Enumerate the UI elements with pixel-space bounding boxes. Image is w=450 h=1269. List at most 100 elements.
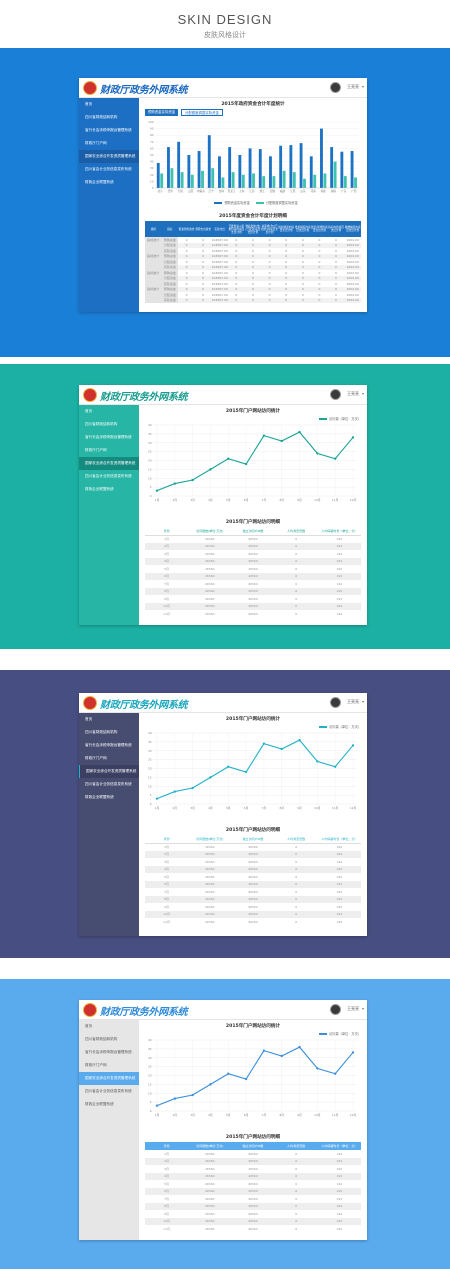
table-row[interactable]: 分配资金 0 0 104567.00 0 0 0 0 0 0 0 1004.00 [145, 292, 361, 298]
user-name[interactable]: 王亮亮 [347, 699, 359, 704]
data-point-4月[interactable] [209, 776, 212, 779]
table-row[interactable]: 实际资金 0 0 104567.00 0 0 0 0 0 0 0 1004.00 [145, 248, 361, 254]
sidebar-item-4[interactable]: 国家农业综合开发资质管理系统 [79, 457, 139, 470]
table-row[interactable]: 5月 46560 46560 6 190 [145, 565, 361, 573]
sidebar-item-5[interactable]: 四川省会计业务信息发布系统 [85, 167, 132, 171]
table-row[interactable]: 指标统计 预购资金 0 0 104567.00 0 0 0 0 0 0 0 1004.00 [145, 286, 361, 292]
table-row[interactable]: 11月 46560 46560 6 190 [145, 610, 361, 618]
data-point-11月[interactable] [333, 1072, 337, 1075]
data-point-9月[interactable] [298, 738, 301, 742]
toggle-adjusted-funds[interactable]: 分配额度调整实际资金 [181, 109, 223, 116]
table-row[interactable]: 6月 46560 46560 6 190 [145, 572, 361, 580]
table-row[interactable]: 5月 46560 46560 6 190 [145, 873, 361, 881]
table-row[interactable]: 8月 46560 46560 6 190 [145, 587, 361, 595]
table-row[interactable]: 4月 46560 46560 6 190 [145, 557, 361, 565]
table-row[interactable]: 3月 46560 46560 6 190 [145, 550, 361, 558]
table-row[interactable]: 8月 46560 46560 6 190 [145, 1202, 361, 1210]
sidebar-item-3[interactable]: 财政厅门户网 [85, 448, 107, 452]
table-row[interactable]: 指标统计 预购资金 0 0 104567.00 0 0 0 0 0 0 0 1004.00 [145, 270, 361, 276]
sidebar-item-3[interactable]: 财政厅门户网 [85, 756, 107, 760]
data-point-5月[interactable] [227, 765, 230, 768]
data-point-6月[interactable] [244, 462, 248, 466]
data-point-2月[interactable] [173, 790, 177, 793]
data-point-8月[interactable] [280, 1054, 283, 1058]
data-point-1月[interactable] [155, 1104, 159, 1107]
data-point-2月[interactable] [173, 1097, 177, 1100]
sidebar-item-0[interactable]: 首页 [85, 409, 93, 413]
sidebar-item-2[interactable]: 省行长会涉税申报台管理系统 [85, 435, 132, 439]
table-row[interactable]: 7月 46560 46560 6 190 [145, 1195, 361, 1203]
chevron-down-icon[interactable]: ▾ [361, 699, 364, 704]
data-point-7月[interactable] [262, 1049, 266, 1052]
sidebar-item-0[interactable]: 首页 [85, 717, 93, 721]
data-point-8月[interactable] [280, 747, 283, 751]
table-row[interactable]: 4月 46560 46560 6 190 [145, 865, 361, 873]
data-point-6月[interactable] [244, 770, 248, 774]
sidebar-item-4[interactable]: 国家农业综合开发资质管理系统 [79, 765, 139, 778]
sidebar-item-2[interactable]: 省行长会涉税申报台管理系统 [85, 1050, 132, 1054]
data-point-2月[interactable] [173, 482, 177, 485]
table-row[interactable]: 8月 46560 46560 6 190 [145, 895, 361, 903]
table-row[interactable]: 实际资金 0 0 104567.00 0 0 0 0 0 0 0 1004.00 [145, 297, 361, 303]
sidebar-item-1[interactable]: 四川省财政结转机构 [85, 730, 118, 734]
sidebar-item-0[interactable]: 首页 [85, 102, 93, 106]
toggle-actual-funds[interactable]: 预购资金实际资金 [145, 109, 179, 116]
table-row[interactable]: 指标统计 预购资金 0 0 104567.00 0 0 0 0 0 0 0 1004.00 [145, 237, 361, 243]
data-point-8月[interactable] [280, 439, 283, 443]
table-row[interactable]: 1月 46560 46560 6 190 [145, 843, 361, 851]
sidebar-item-6[interactable]: 财政企业联盟系统 [85, 795, 114, 799]
sidebar-item-3[interactable]: 财政厅门户网 [85, 141, 107, 145]
data-point-10月[interactable] [316, 760, 319, 763]
data-point-5月[interactable] [227, 457, 230, 460]
table-row[interactable]: 11月 46560 46560 6 190 [145, 1225, 361, 1233]
sidebar-item-6[interactable]: 财政企业联盟系统 [85, 180, 114, 184]
sidebar-item-6[interactable]: 财政企业联盟系统 [85, 1102, 114, 1106]
sidebar-item-0[interactable]: 首页 [85, 1024, 93, 1028]
table-row[interactable]: 7月 46560 46560 6 190 [145, 580, 361, 588]
table-row[interactable]: 2月 46560 46560 6 190 [145, 542, 361, 550]
table-row[interactable]: 6月 46560 46560 6 190 [145, 880, 361, 888]
data-point-7月[interactable] [262, 434, 266, 437]
table-row[interactable]: 1月 46560 46560 6 190 [145, 535, 361, 543]
table-row[interactable]: 10月 46560 46560 6 190 [145, 1217, 361, 1225]
table-row[interactable]: 分配资金 0 0 104567.00 0 0 0 0 0 0 0 1004.00 [145, 242, 361, 248]
data-point-6月[interactable] [244, 1077, 248, 1081]
chevron-down-icon[interactable]: ▾ [361, 1006, 364, 1011]
table-row[interactable]: 9月 46560 46560 6 190 [145, 595, 361, 603]
table-row[interactable]: 10月 46560 46560 6 190 [145, 910, 361, 918]
sidebar-item-5[interactable]: 四川省会计业务信息发布系统 [85, 474, 132, 478]
data-point-4月[interactable] [209, 468, 212, 471]
table-row[interactable]: 9月 46560 46560 6 190 [145, 1210, 361, 1218]
data-point-11月[interactable] [333, 765, 337, 768]
table-row[interactable]: 2月 46560 46560 6 190 [145, 850, 361, 858]
table-row[interactable]: 6月 46560 46560 6 190 [145, 1187, 361, 1195]
avatar[interactable] [330, 82, 341, 93]
sidebar-item-4[interactable]: 国家农业综合开发资质管理系统 [79, 1072, 139, 1085]
sidebar-item-1[interactable]: 四川省财政结转机构 [85, 115, 118, 119]
table-row[interactable]: 分配资金 0 0 104567.00 0 0 0 0 0 0 0 1004.00 [145, 275, 361, 281]
data-point-4月[interactable] [209, 1083, 212, 1086]
data-point-12月[interactable] [351, 744, 355, 747]
sidebar-item-3[interactable]: 财政厅门户网 [85, 1063, 107, 1067]
table-row[interactable]: 3月 46560 46560 6 190 [145, 858, 361, 866]
sidebar-item-2[interactable]: 省行长会涉税申报台管理系统 [85, 743, 132, 747]
data-point-9月[interactable] [298, 430, 301, 434]
chevron-down-icon[interactable]: ▾ [361, 84, 364, 89]
table-row[interactable]: 2月 46560 46560 6 190 [145, 1157, 361, 1165]
table-row[interactable]: 分配资金 0 0 104567.00 0 0 0 0 0 0 0 1004.00 [145, 259, 361, 265]
data-point-12月[interactable] [351, 1051, 355, 1054]
data-point-10月[interactable] [316, 452, 319, 455]
table-row[interactable]: 4月 46560 46560 6 190 [145, 1172, 361, 1180]
table-row[interactable]: 指标统计 预购资金 0 0 104567.00 0 0 0 0 0 0 0 1004.00 [145, 253, 361, 259]
table-row[interactable]: 5月 46560 46560 6 190 [145, 1180, 361, 1188]
sidebar-item-1[interactable]: 四川省财政结转机构 [85, 422, 118, 426]
data-point-1月[interactable] [155, 489, 159, 492]
table-row[interactable]: 1月 46560 46560 6 190 [145, 1150, 361, 1158]
sidebar-item-1[interactable]: 四川省财政结转机构 [85, 1037, 118, 1041]
sidebar-item-5[interactable]: 四川省会计业务信息发布系统 [85, 782, 132, 786]
avatar[interactable] [330, 697, 341, 708]
sidebar-item-4[interactable]: 国家农业综合开发资质管理系统 [79, 150, 139, 163]
data-point-10月[interactable] [316, 1067, 319, 1070]
table-row[interactable]: 10月 46560 46560 6 190 [145, 602, 361, 610]
user-name[interactable]: 王亮亮 [347, 1006, 359, 1011]
